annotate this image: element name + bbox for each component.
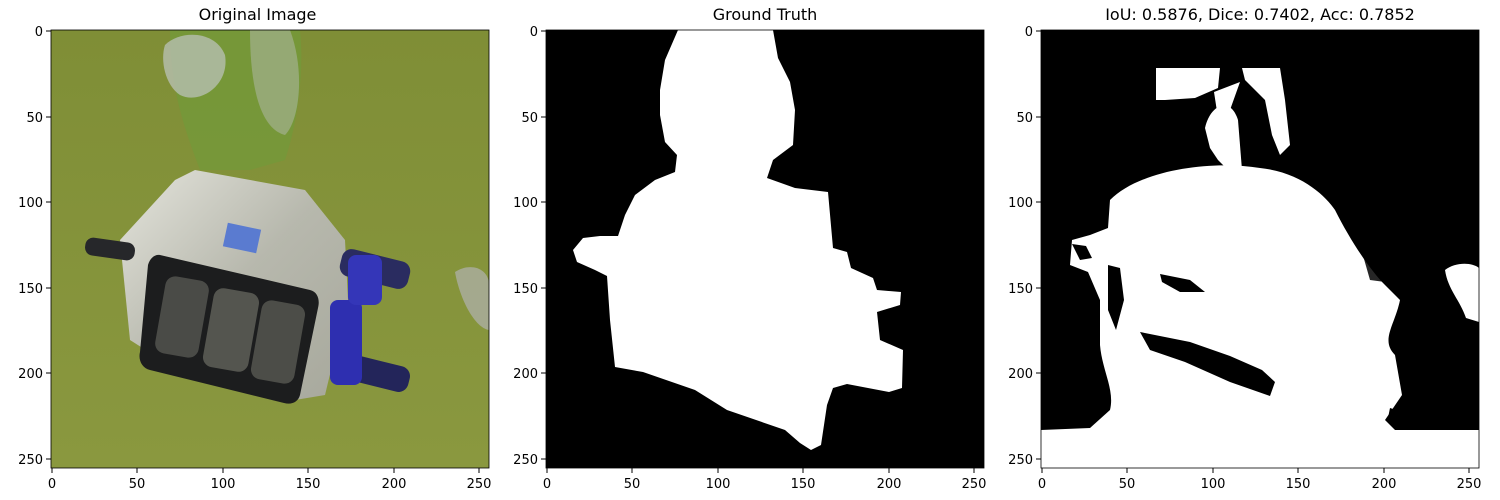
panel-title-prediction: IoU: 0.5876, Dice: 0.7402, Acc: 0.7852 [1105, 5, 1415, 24]
y-tick-label: 100 [513, 196, 538, 211]
x-tick-label: 50 [1119, 477, 1136, 492]
y-tick-label: 250 [18, 453, 43, 468]
x-tick-label: 250 [962, 477, 987, 492]
x-tick-label: 150 [296, 477, 321, 492]
prediction-mask [1041, 30, 1479, 468]
y-tick-label: 150 [1008, 282, 1033, 297]
y-tick-label: 100 [18, 196, 43, 211]
x-tick-label: 250 [1457, 477, 1482, 492]
y-tick-label: 250 [513, 453, 538, 468]
y-tick-label: 0 [35, 25, 43, 40]
y-tick-label: 50 [26, 111, 43, 126]
y-tick-label: 50 [1016, 111, 1033, 126]
y-tick-label: 100 [1008, 196, 1033, 211]
panel-title-original: Original Image [198, 5, 317, 24]
x-tick-label: 100 [706, 477, 731, 492]
x-axis-ticks-prediction: 0 50 100 150 200 250 [1038, 468, 1482, 492]
y-tick-label: 50 [521, 111, 538, 126]
x-tick-label: 100 [211, 477, 236, 492]
x-tick-label: 200 [877, 477, 902, 492]
x-axis-ticks-ground-truth: 0 50 100 150 200 250 [543, 468, 987, 492]
y-tick-label: 0 [1025, 25, 1033, 40]
original-image-plot: 0 50 100 150 200 250 0 50 100 150 200 25… [18, 25, 492, 492]
x-axis-ticks-original: 0 50 100 150 200 250 [48, 468, 492, 492]
y-tick-label: 0 [530, 25, 538, 40]
y-tick-label: 250 [1008, 453, 1033, 468]
original-image [51, 30, 489, 468]
x-tick-label: 50 [129, 477, 146, 492]
panel-original: Original Image [0, 0, 491, 500]
panel-title-ground-truth: Ground Truth [712, 5, 818, 24]
y-tick-label: 200 [1008, 367, 1033, 382]
y-axis-ticks-original: 0 50 100 150 200 250 [18, 25, 51, 468]
x-tick-label: 0 [543, 477, 551, 492]
y-axis-ticks-prediction: 0 50 100 150 200 250 [1008, 25, 1041, 468]
y-axis-ticks-ground-truth: 0 50 100 150 200 250 [513, 25, 546, 468]
ground-truth-plot: 0 50 100 150 200 250 0 50 100 150 200 25… [513, 25, 987, 492]
x-tick-label: 50 [624, 477, 641, 492]
prediction-plot: 0 50 100 150 200 250 0 50 100 150 200 25… [1008, 25, 1482, 492]
x-tick-label: 150 [1286, 477, 1311, 492]
x-tick-label: 150 [791, 477, 816, 492]
x-tick-label: 0 [1038, 477, 1046, 492]
y-tick-label: 200 [513, 367, 538, 382]
x-tick-label: 0 [48, 477, 56, 492]
panel-prediction: IoU: 0.5876, Dice: 0.7402, Acc: 0.7852 [990, 0, 1481, 500]
panel-ground-truth: Ground Truth 0 50 100 150 200 250 [495, 0, 986, 500]
x-tick-label: 250 [467, 477, 492, 492]
y-tick-label: 150 [513, 282, 538, 297]
y-tick-label: 150 [18, 282, 43, 297]
x-tick-label: 100 [1201, 477, 1226, 492]
y-tick-label: 200 [18, 367, 43, 382]
x-tick-label: 200 [382, 477, 407, 492]
ground-truth-mask [546, 30, 984, 468]
x-tick-label: 200 [1372, 477, 1397, 492]
